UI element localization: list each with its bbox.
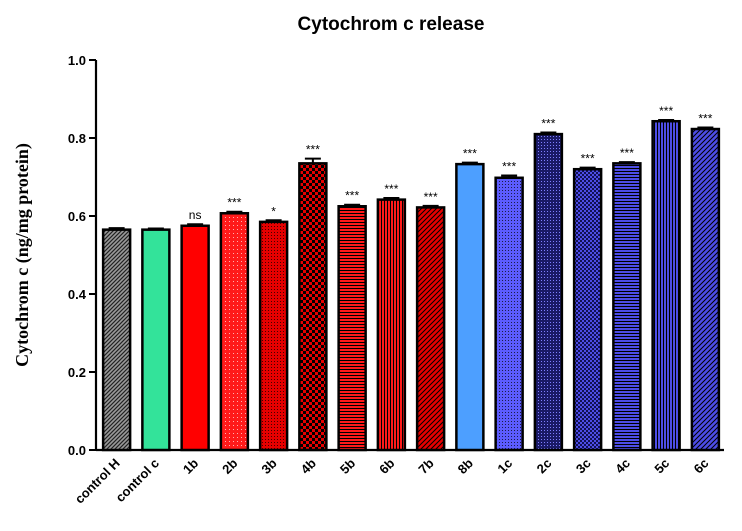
significance-label: *** [541,117,555,131]
bar [101,228,132,452]
bar [180,224,210,452]
bar [141,228,171,452]
significance-label: *** [581,152,595,166]
bar [651,119,681,452]
bar [258,220,289,452]
bar [494,176,524,452]
y-tick-label: 0.8 [68,131,86,146]
significance-label: *** [384,182,398,196]
significance-label: *** [502,159,516,173]
significance-label: *** [463,147,477,161]
x-tick-label: 1c [494,456,515,477]
bar [690,127,721,452]
bar-group: *** 2c [533,117,564,477]
bar [612,162,642,452]
bar-group: * 3b [258,204,289,477]
x-tick-label: 6c [691,456,712,477]
significance-label: ns [189,208,202,222]
x-tick-label: 1b [180,455,201,476]
bar-group: *** 6b [376,182,407,477]
x-tick-label: control c [113,456,162,505]
y-tick-label: 1.0 [68,53,86,68]
x-tick-label: control H [72,456,123,507]
significance-label: *** [227,196,241,210]
bar-group: *** 7b [415,190,446,477]
significance-label: *** [424,190,438,204]
bar-group: *** 5b [337,189,367,477]
bar [298,162,328,452]
bar-group: ns 1b [180,208,210,477]
bar [415,206,446,452]
bar [455,162,485,452]
chart-title: Cytochrom c release [298,14,485,35]
bar [219,212,250,452]
x-tick-label: 4c [612,456,633,477]
significance-label: *** [620,146,634,160]
x-tick-label: 2b [219,455,240,476]
significance-label: *** [306,143,320,157]
x-tick-label: 3c [573,456,594,477]
x-tick-label: 7b [415,455,436,476]
bar-group: *** 6c [690,111,721,477]
y-tick-label: 0.6 [68,209,86,224]
bar [533,132,564,452]
bar-group: *** 3c [572,152,603,477]
bar-group: *** 5c [651,104,681,477]
bar [376,198,407,452]
x-tick-label: 3b [258,455,279,476]
x-tick-label: 6b [376,455,397,476]
x-tick-label: 5b [337,455,358,476]
bar-group: *** 1c [494,159,524,477]
bar-group: *** 2b [219,196,250,477]
bar-group: *** 4b [298,143,328,477]
x-tick-label: 4b [298,455,319,476]
x-tick-label: 2c [534,456,555,477]
y-tick-label: 0.0 [68,443,86,458]
bar-group: *** 8b [455,147,485,477]
y-tick-label: 0.2 [68,365,86,380]
bar [572,167,603,452]
bar [337,205,367,452]
significance-label: *** [345,189,359,203]
x-tick-label: 8b [455,455,476,476]
bar-group: *** 4c [612,146,642,477]
significance-label: *** [698,111,712,125]
significance-label: *** [659,104,673,118]
y-tick-label: 0.4 [68,287,87,302]
y-axis-label: Cytochrom c (ng/mg protein) [12,143,33,367]
significance-label: * [271,204,276,218]
x-tick-label: 5c [651,456,672,477]
